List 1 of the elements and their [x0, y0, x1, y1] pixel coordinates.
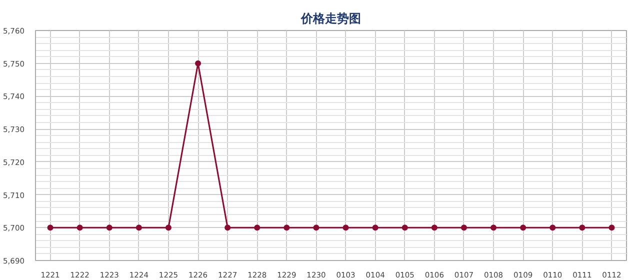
chart-title: 价格走势图	[300, 12, 361, 26]
